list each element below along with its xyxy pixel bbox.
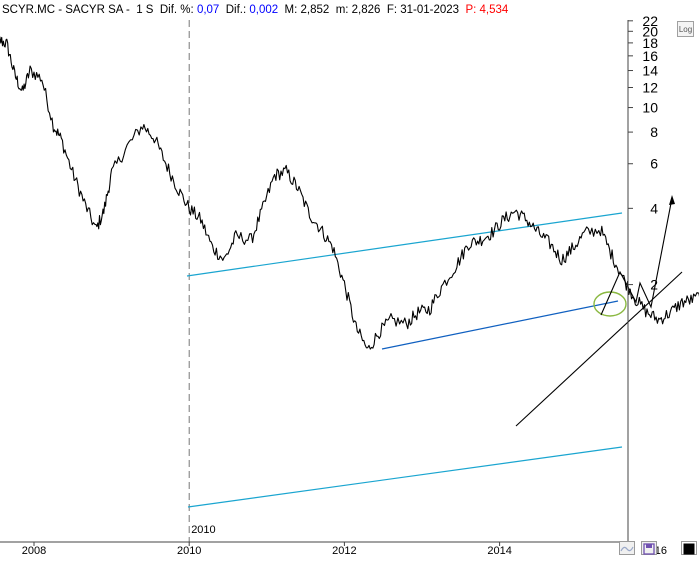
x-tick-label: 2010 <box>177 545 201 557</box>
y-tick-label: 10 <box>642 100 658 116</box>
y-tick-label: 6 <box>650 156 658 172</box>
wedge-upper-line <box>381 300 619 350</box>
x-tick-label: 2012 <box>332 545 356 557</box>
channel-lower-line <box>187 446 623 508</box>
y-tick-label: 4 <box>650 200 658 216</box>
dif-value: 0,002 <box>249 4 279 16</box>
y-tick-label: 18 <box>642 35 658 51</box>
y-tick-label: 2 <box>650 277 658 293</box>
x-tick-label: 2014 <box>487 545 511 557</box>
x-axis: 20082010201220142016201820202022 <box>0 541 667 557</box>
line-style-button[interactable] <box>619 541 635 555</box>
dif-label: Dif.: <box>225 4 247 16</box>
y-tick-label: 14 <box>642 63 658 79</box>
y-tick-label: 8 <box>650 124 658 140</box>
projection-arrowhead <box>669 195 675 205</box>
price-label: P: 4,534 <box>465 4 509 16</box>
dif-pct-label: Dif. %: <box>159 4 194 16</box>
max-label: M: 2,852 <box>284 4 330 16</box>
y-tick-label: 12 <box>642 79 658 95</box>
log-scale-button[interactable]: Log <box>677 21 694 37</box>
save-icon <box>643 543 655 555</box>
price-series <box>0 36 699 350</box>
square-icon <box>683 543 695 555</box>
y-tick-label: 16 <box>642 48 658 64</box>
projection-path <box>600 197 673 316</box>
y-tick-label: 20 <box>642 23 658 39</box>
quote-header: SCYR.MC - SACYR SA - 1 S Dif. %: 0,07 Di… <box>2 2 511 18</box>
date-label: F: 31-01-2023 <box>386 4 460 16</box>
ticker-label: SCYR.MC - SACYR SA - <box>2 4 130 16</box>
fullscreen-button[interactable] <box>681 541 697 555</box>
wedge-lower-line <box>515 271 683 427</box>
dif-pct-value: 0,07 <box>196 4 220 16</box>
x-tick-label: 2008 <box>22 545 46 557</box>
wave-icon <box>620 546 634 552</box>
price-line <box>0 36 699 350</box>
save-button[interactable] <box>641 541 657 555</box>
highlight-ellipse <box>593 291 627 317</box>
trendlines <box>186 195 683 508</box>
period-label: 1 S <box>136 4 154 16</box>
year-gridlines: 20102020 <box>188 20 216 542</box>
y-tick-label: 22 <box>642 13 658 29</box>
min-label: m: 2,826 <box>335 4 381 16</box>
year-separator-label: 2010 <box>191 524 215 536</box>
channel-upper-line <box>186 212 623 277</box>
